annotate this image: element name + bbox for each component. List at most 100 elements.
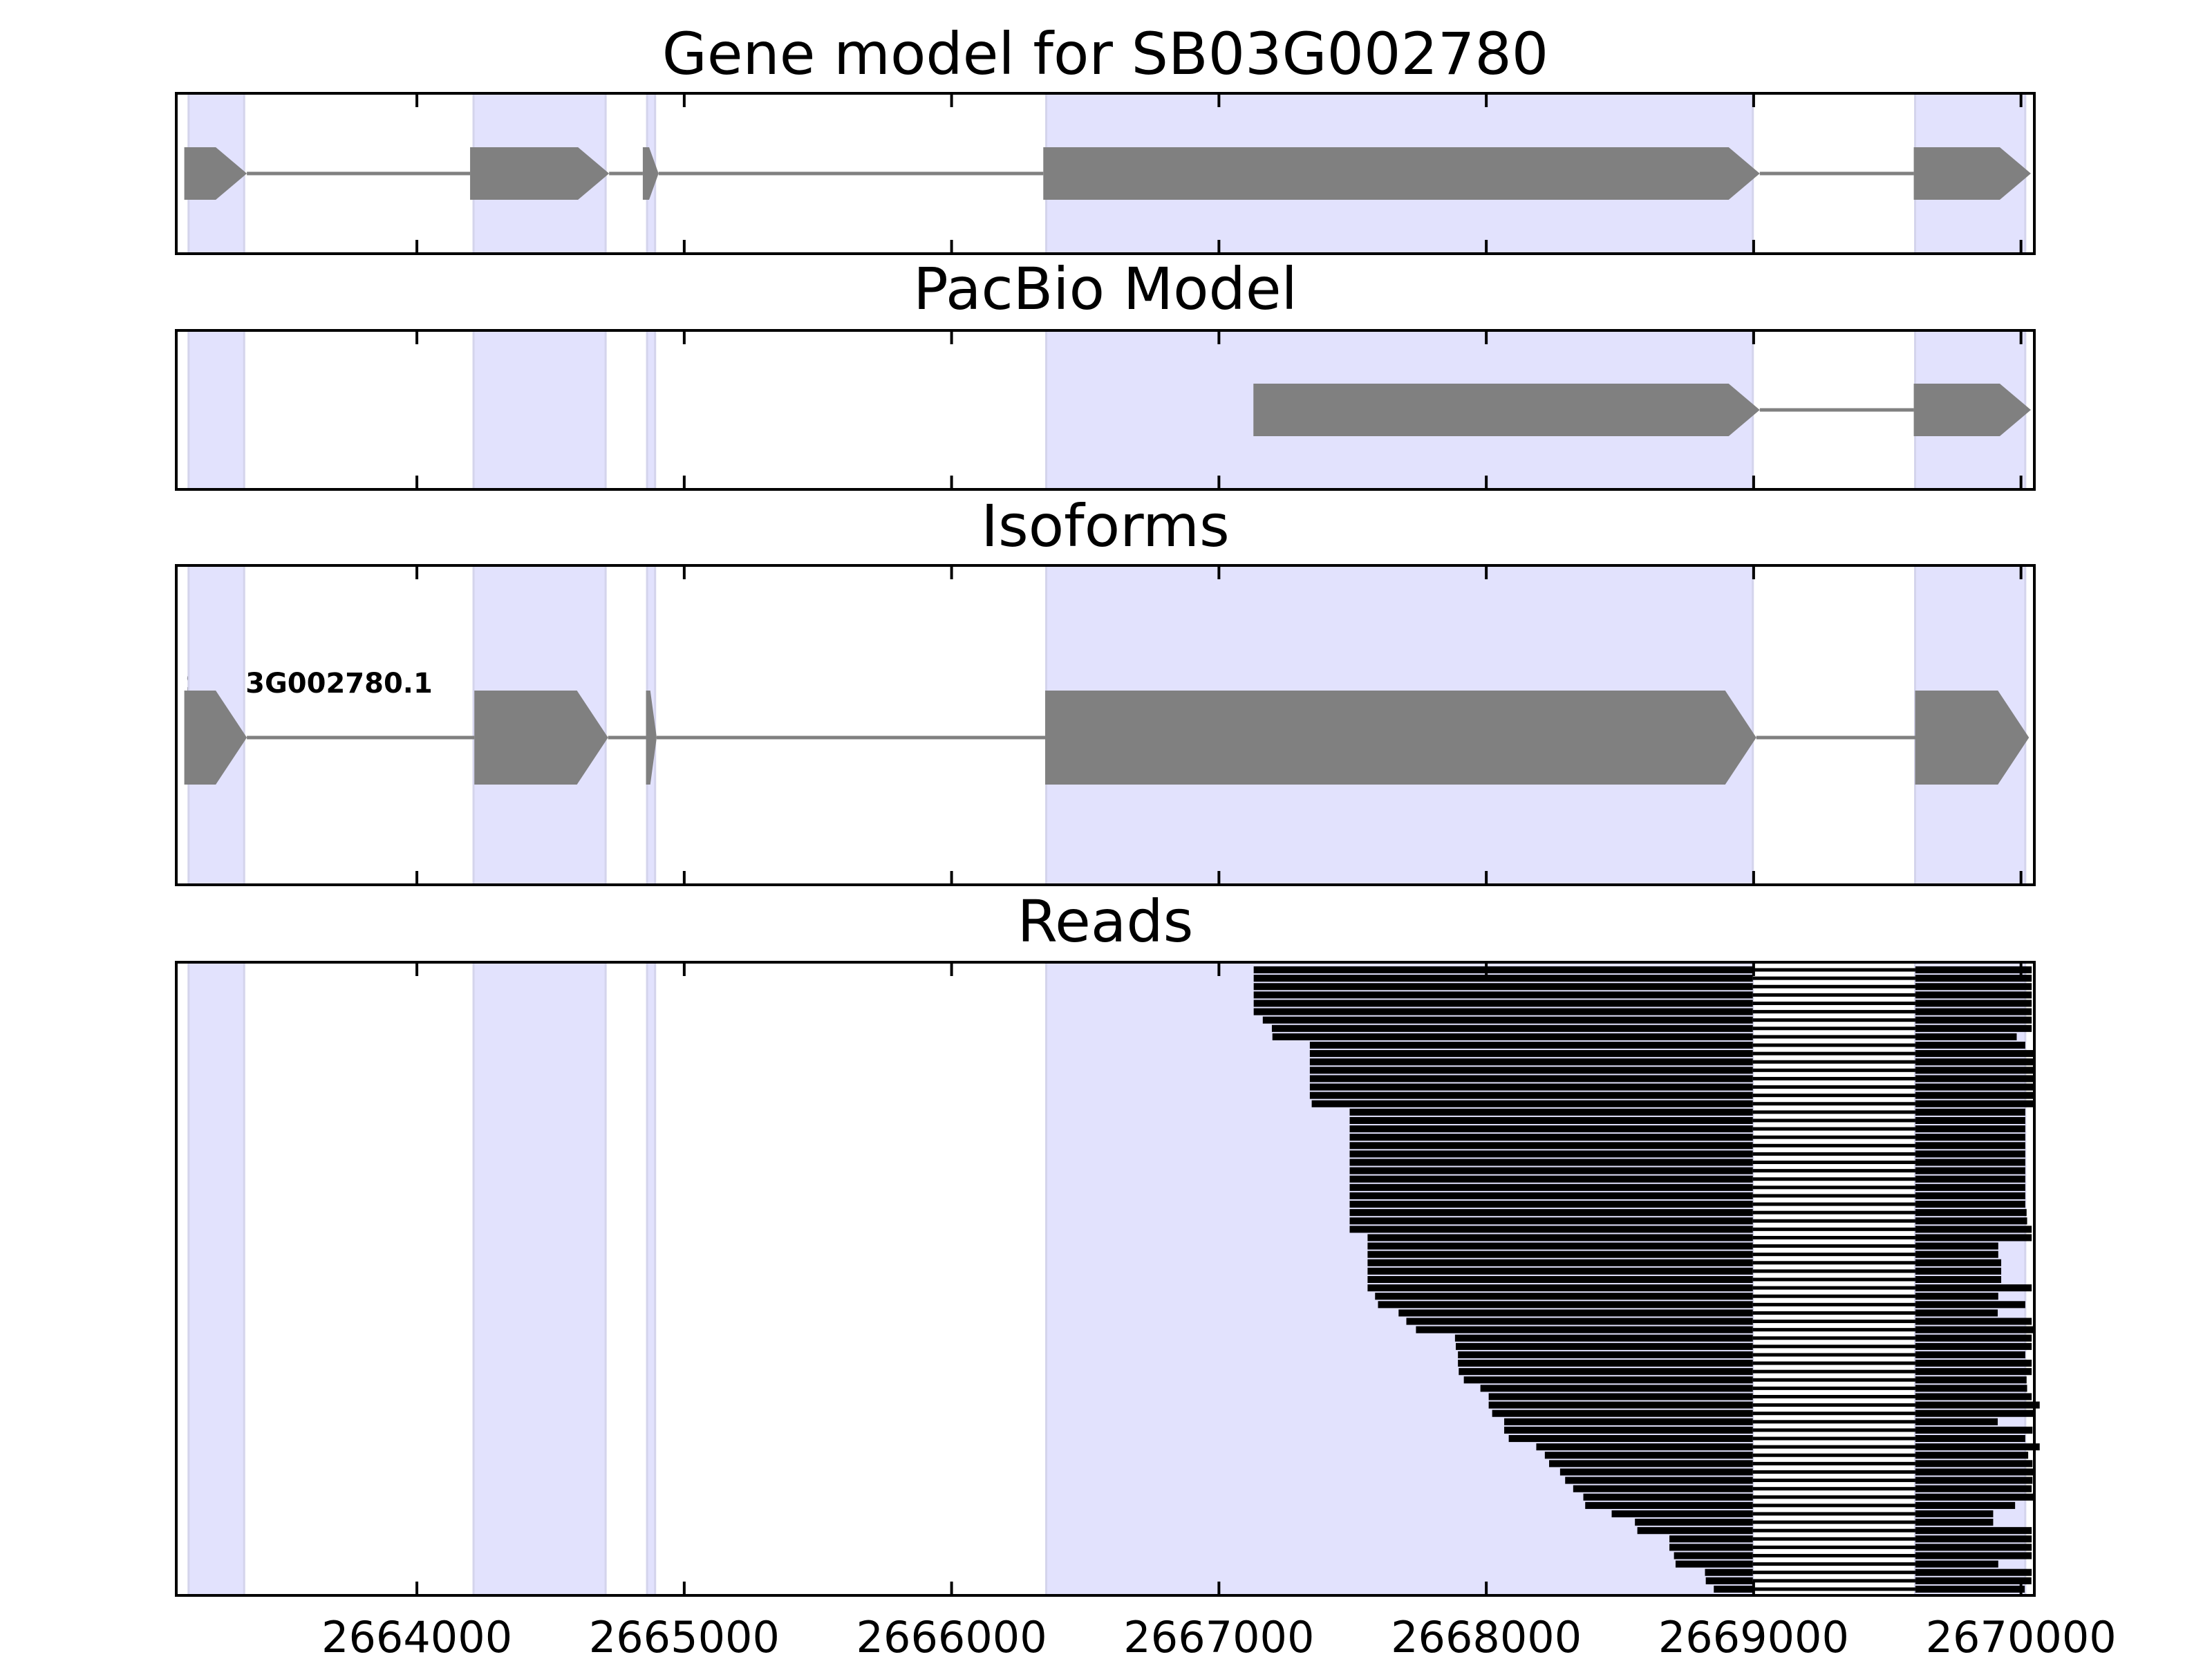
read-block — [1253, 1008, 1753, 1015]
read-block — [1309, 1041, 1753, 1049]
read — [1253, 1000, 2032, 1007]
read — [1504, 1418, 1998, 1425]
read-block — [1915, 1351, 2025, 1359]
panel-title-reads: Reads — [1018, 888, 1194, 955]
read-block — [1915, 1510, 1994, 1518]
read-block — [1454, 1334, 1753, 1342]
read — [1349, 1183, 2025, 1191]
read-block — [1311, 1100, 1753, 1107]
read — [1458, 1351, 2025, 1359]
exon — [470, 147, 610, 200]
read — [1349, 1108, 2025, 1116]
read-junction — [1752, 1027, 1915, 1031]
read — [1637, 1527, 2032, 1535]
read-junction — [1752, 1185, 1915, 1190]
read-block — [1915, 1334, 2032, 1342]
panel-pacbio — [175, 329, 2036, 491]
exon — [1913, 147, 2031, 200]
read-junction — [1752, 1436, 1915, 1441]
exon — [646, 691, 657, 785]
read — [1705, 1577, 2032, 1584]
read-block — [1915, 1024, 2032, 1032]
read-block — [1915, 1192, 2025, 1199]
read — [1262, 1016, 2032, 1024]
read-block — [1915, 1577, 2032, 1584]
read-block — [1915, 1183, 2025, 1191]
panel-title-pacbio: PacBio Model — [913, 255, 1297, 323]
read-block — [1378, 1301, 1753, 1309]
x-tick-label: 2670000 — [1926, 1612, 2117, 1659]
read-junction — [1752, 1043, 1915, 1047]
exon — [184, 691, 247, 785]
read-junction — [1752, 1210, 1915, 1215]
read-block — [1367, 1234, 1753, 1241]
read — [1349, 1116, 2025, 1125]
highlight-region — [472, 961, 607, 1597]
read — [1573, 1485, 2032, 1492]
read — [1349, 1209, 2027, 1217]
read-block — [1915, 1275, 2002, 1284]
read-block — [1915, 1393, 2032, 1400]
read — [1674, 1552, 2032, 1559]
read-junction — [1752, 1286, 1915, 1290]
read-block — [1459, 1368, 1753, 1376]
read-junction — [1752, 1378, 1915, 1382]
read-junction — [1752, 1461, 1915, 1465]
read-junction — [1752, 1110, 1915, 1114]
read-block — [1349, 1217, 1753, 1225]
read-block — [1559, 1468, 1753, 1476]
read-block — [1349, 1167, 1753, 1174]
read-block — [1915, 1342, 2032, 1350]
read-block — [1367, 1242, 1753, 1250]
read-block — [1544, 1452, 1753, 1459]
read-block — [1458, 1351, 1753, 1359]
read — [1309, 1058, 2034, 1066]
read — [1454, 1334, 2032, 1342]
read-block — [1915, 1401, 2040, 1409]
read-block — [1398, 1309, 1753, 1317]
read-block — [1611, 1510, 1753, 1518]
read-junction — [1752, 1068, 1915, 1072]
read — [1367, 1284, 2032, 1292]
read-block — [1915, 1568, 2032, 1576]
read — [1367, 1259, 2002, 1266]
read-junction — [1752, 1369, 1915, 1374]
read — [1544, 1452, 2029, 1459]
exon — [1253, 384, 1760, 436]
read-block — [1915, 1434, 2025, 1443]
panel-isoforms — [175, 564, 2036, 886]
read-block — [1915, 1041, 2025, 1049]
read — [1309, 1041, 2025, 1049]
read-junction — [1752, 968, 1915, 972]
read-block — [1915, 1134, 2025, 1141]
read — [1714, 1585, 2025, 1593]
read-block — [1253, 1000, 1753, 1007]
read-junction — [1752, 1152, 1915, 1156]
read-block — [1349, 1159, 1753, 1166]
read-block — [1915, 1150, 2025, 1158]
read-block — [1915, 1108, 2025, 1116]
read-block — [1915, 1527, 2032, 1535]
read — [1463, 1376, 2027, 1384]
read-block — [1915, 1100, 2034, 1107]
read — [1583, 1493, 2036, 1501]
x-tick-label: 2666000 — [856, 1612, 1047, 1659]
read-block — [1705, 1577, 1753, 1584]
read-block — [1271, 1024, 1753, 1032]
read-block — [1915, 966, 2032, 974]
exon — [642, 147, 659, 200]
read-block — [1915, 1016, 2032, 1024]
read-block — [1349, 1200, 1753, 1208]
read-block — [1915, 1426, 2033, 1434]
read-block — [1915, 1560, 1998, 1568]
read-junction — [1752, 1253, 1915, 1257]
read — [1508, 1434, 2025, 1443]
read-block — [1349, 1116, 1753, 1125]
read-junction — [1752, 1571, 1915, 1575]
read — [1349, 1192, 2025, 1199]
read-junction — [1752, 1470, 1915, 1474]
panel-gene-model — [175, 92, 2036, 255]
read-block — [1272, 1033, 1753, 1040]
read-block — [1915, 1050, 2034, 1058]
read-block — [1714, 1585, 1753, 1593]
